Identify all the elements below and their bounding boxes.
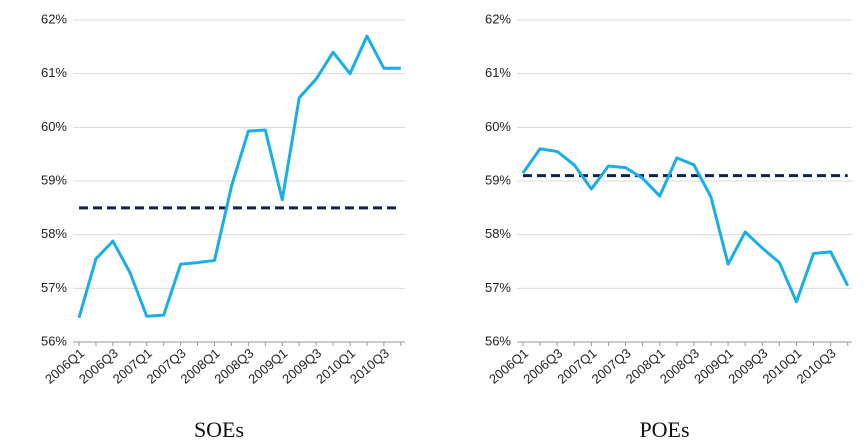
series-line <box>77 34 401 319</box>
y-tick-label: 61% <box>41 65 67 80</box>
x-tick-label: 2010Q3 <box>794 345 839 386</box>
series-line <box>521 147 850 304</box>
y-tick-label: 56% <box>485 333 511 348</box>
y-tick-label: 61% <box>485 65 511 80</box>
y-tick-label: 59% <box>485 172 511 187</box>
y-tick-label: 62% <box>485 11 511 26</box>
y-tick-label: 60% <box>485 119 511 134</box>
y-tick-label: 60% <box>41 119 67 134</box>
y-tick-label: 56% <box>41 333 67 348</box>
y-tick-label: 57% <box>41 280 67 295</box>
y-tick-label: 58% <box>41 226 67 241</box>
y-tick-label: 62% <box>41 11 67 26</box>
y-tick-label: 58% <box>485 226 511 241</box>
y-tick-label: 57% <box>485 280 511 295</box>
chart-title: POEs <box>639 417 689 442</box>
y-tick-label: 59% <box>41 172 67 187</box>
chart-title: SOEs <box>194 417 244 442</box>
